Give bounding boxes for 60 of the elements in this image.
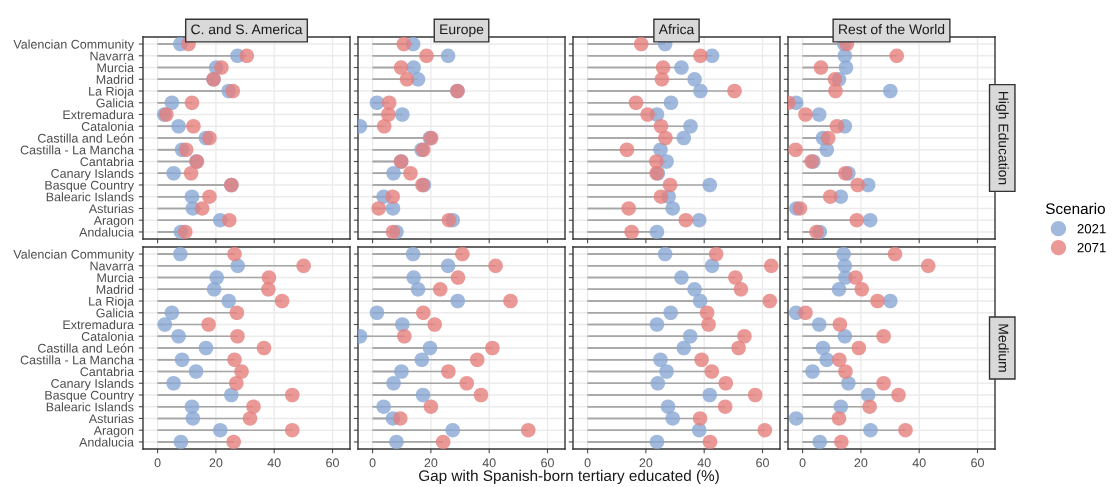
y-tick-label: Madrid [96, 284, 134, 294]
legend-title: Scenario [1045, 202, 1105, 215]
chart-title: C. and S. America [191, 24, 303, 35]
chart-title: Rest of the World [839, 24, 945, 35]
legend-label: 2071 [1077, 242, 1106, 253]
y-tick-label: Cantabria [80, 156, 134, 167]
x-tick-label: 40 [482, 458, 496, 468]
y-tick-label: Andalucia [79, 227, 134, 237]
y-tick-label: Castilla - La Mancha [20, 145, 134, 155]
chart-title: Africa [658, 24, 695, 35]
y-tick-label: Madrid [96, 74, 134, 84]
x-tick-label: 20 [854, 458, 868, 468]
y-tick-label: Canary Islands [51, 378, 134, 391]
y-tick-label: Asturias [88, 413, 134, 424]
x-axis-title: Gap with Spanish-born tertiary educated (%) [419, 469, 719, 485]
y-tick-label: Aragon [93, 216, 134, 228]
y-tick-label: Navarra [90, 51, 134, 61]
y-tick-label: Castilla - La Mancha [20, 355, 134, 365]
y2-axis-title: Medium [998, 324, 1009, 372]
chart-title: Europe [440, 24, 484, 37]
y-tick-label: Castilla and León [38, 133, 134, 143]
y-tick-label: Aragon [93, 426, 134, 438]
y-tick-label: Catalonia [81, 121, 134, 131]
y-tick-label: Balearic Islands [46, 192, 134, 202]
y-tick-label: Galicia [96, 98, 134, 108]
x-tick-label: 60 [326, 458, 339, 468]
y-tick-label: Navarra [90, 261, 134, 271]
y-tick-label: La Rioja [89, 296, 134, 309]
y-tick-label: La Rioja [89, 86, 134, 99]
x-tick-label: 40 [697, 458, 711, 468]
x-tick-label: 20 [424, 458, 438, 468]
x-tick-label: 0 [154, 458, 161, 468]
legend-label: 2021 [1077, 224, 1106, 234]
x-tick-label: 20 [209, 458, 223, 468]
y-tick-label: Murcia [97, 63, 134, 73]
x-tick-label: 0 [799, 458, 806, 468]
y-tick-label: Murcia [97, 273, 134, 283]
y-tick-label: Catalonia [81, 331, 134, 341]
x-tick-label: 0 [584, 458, 591, 468]
y-tick-label: Andalucia [79, 437, 134, 447]
y2-axis-title: High Education [995, 92, 1009, 185]
x-tick-label: 60 [971, 458, 984, 468]
y-tick-label: Galicia [96, 308, 134, 318]
x-tick-label: 0 [369, 458, 376, 468]
x-tick-label: 60 [756, 458, 769, 468]
y-tick-label: Basque Country [45, 180, 134, 193]
y-tick-label: Extremadura [63, 109, 134, 120]
y-tick-label: Cantabria [80, 366, 134, 377]
y-tick-label: Castilla and León [38, 343, 134, 353]
y-tick-label: Basque Country [45, 390, 134, 403]
x-tick-label: 20 [639, 458, 653, 468]
x-tick-label: 40 [267, 458, 281, 468]
y-tick-label: Canary Islands [51, 168, 134, 181]
y-tick-label: Asturias [88, 203, 134, 214]
y-tick-label: Valencian Community [13, 249, 134, 262]
y-tick-label: Balearic Islands [46, 402, 134, 412]
x-tick-label: 40 [912, 458, 926, 468]
y-tick-label: Valencian Community [13, 39, 134, 52]
x-tick-label: 60 [541, 458, 554, 468]
y-tick-label: Extremadura [63, 319, 134, 330]
